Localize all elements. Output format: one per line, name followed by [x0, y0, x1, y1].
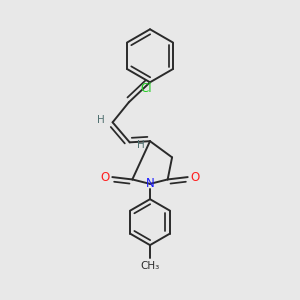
Text: O: O	[100, 171, 110, 184]
Text: N: N	[146, 177, 154, 190]
Text: O: O	[190, 171, 200, 184]
Text: Cl: Cl	[141, 82, 152, 95]
Text: H: H	[137, 140, 145, 150]
Text: CH₃: CH₃	[140, 261, 160, 271]
Text: H: H	[98, 115, 105, 125]
